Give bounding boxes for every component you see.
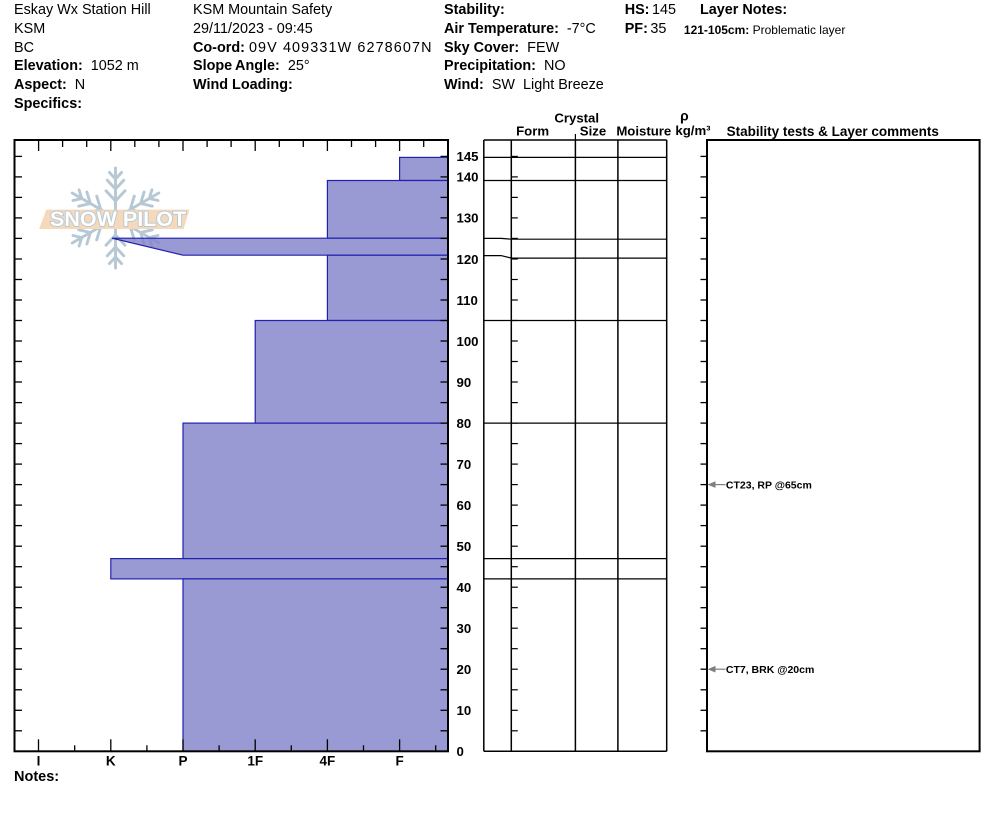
svg-text:100: 100 — [457, 334, 479, 349]
svg-text:Stability tests & Layer commen: Stability tests & Layer comments — [727, 124, 939, 139]
svg-text:120: 120 — [457, 252, 479, 267]
svg-text:SNOW PILOT: SNOW PILOT — [50, 207, 186, 231]
svg-text:20: 20 — [457, 662, 472, 677]
svg-text:4F: 4F — [320, 754, 336, 769]
svg-text:90: 90 — [457, 375, 472, 390]
svg-text:0: 0 — [457, 744, 464, 759]
svg-text:P: P — [178, 754, 187, 769]
svg-text:140: 140 — [457, 170, 479, 185]
svg-text:145: 145 — [457, 149, 479, 164]
svg-text:CT7, BRK @20cm: CT7, BRK @20cm — [726, 664, 814, 676]
svg-text:110: 110 — [457, 293, 478, 308]
svg-text:1F: 1F — [247, 754, 263, 769]
svg-text:30: 30 — [457, 621, 472, 636]
svg-text:K: K — [106, 754, 116, 769]
svg-text:Size: Size — [580, 123, 606, 138]
svg-text:40: 40 — [457, 580, 472, 595]
svg-text:kg/m³: kg/m³ — [675, 123, 711, 138]
svg-text:CT23, RP @65cm: CT23, RP @65cm — [726, 480, 812, 492]
svg-text:80: 80 — [457, 416, 472, 431]
svg-text:50: 50 — [457, 539, 472, 554]
svg-text:F: F — [395, 754, 403, 769]
svg-text:Form: Form — [516, 123, 549, 138]
svg-text:Notes:: Notes: — [14, 769, 59, 785]
svg-text:130: 130 — [457, 211, 479, 226]
svg-text:10: 10 — [457, 703, 472, 718]
svg-text:Moisture: Moisture — [616, 123, 671, 138]
svg-text:I: I — [37, 754, 41, 769]
svg-text:60: 60 — [457, 498, 472, 513]
svg-text:ρ: ρ — [680, 109, 689, 124]
svg-text:70: 70 — [457, 457, 472, 472]
svg-text:Crystal: Crystal — [554, 111, 599, 126]
